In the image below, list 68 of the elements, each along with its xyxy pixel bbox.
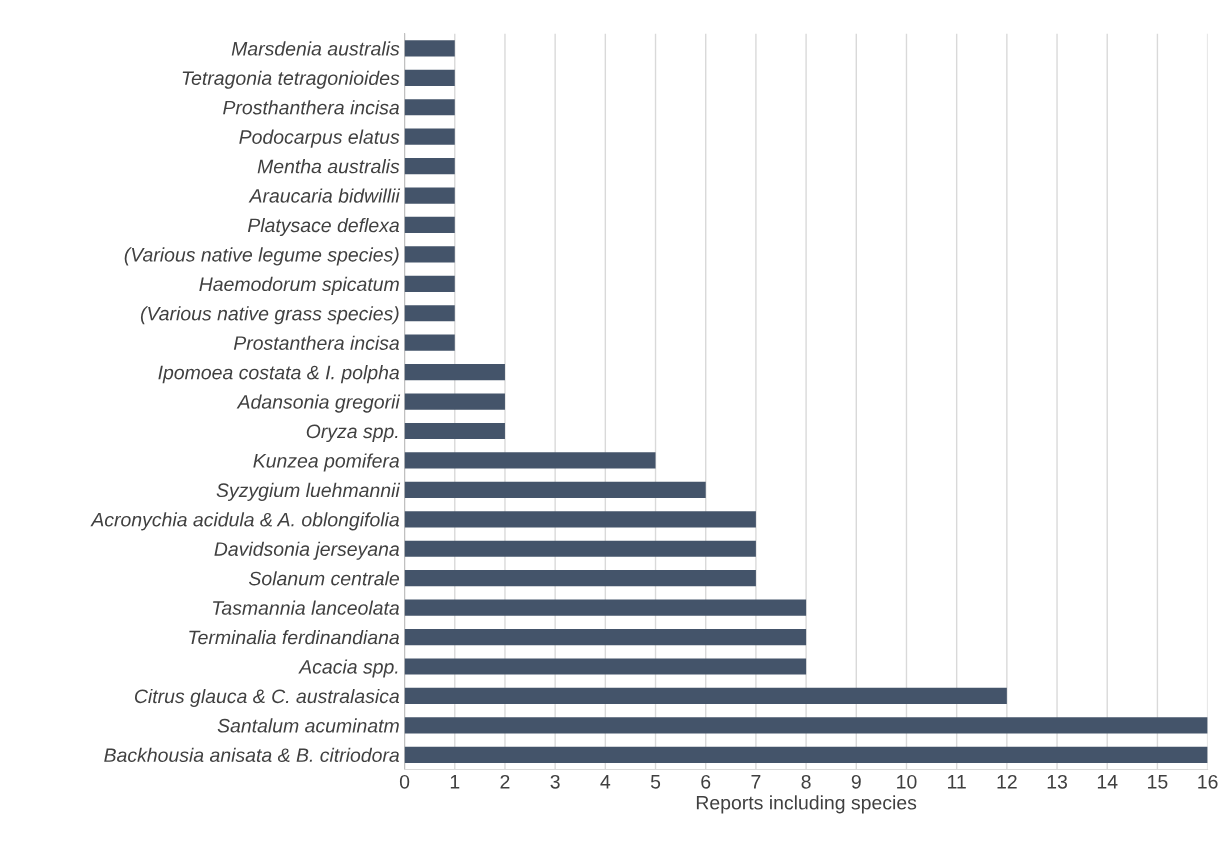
x-tick-label: 4	[600, 775, 611, 789]
x-tick-label: 9	[851, 774, 861, 789]
x-tick-label: 7	[751, 775, 761, 789]
x-tick-label: 12	[997, 774, 1017, 789]
bar	[404, 364, 505, 381]
bar	[404, 687, 1007, 705]
x-tick-label: 16	[1198, 774, 1218, 789]
x-tick-label: 11	[948, 775, 966, 789]
bar	[404, 746, 1208, 763]
bar	[404, 393, 505, 410]
bar	[404, 216, 455, 234]
y-tick-label: Kunzea pomifera	[253, 453, 400, 472]
bar	[404, 69, 455, 86]
bar	[404, 40, 455, 57]
y-tick-label: Podocarpus elatus	[239, 129, 400, 148]
bar	[404, 99, 455, 116]
y-tick-label: Platysace deflexa	[247, 217, 400, 237]
y-tick-label: Acacia spp.	[298, 659, 398, 678]
y-tick-label: Tasmannia lanceolata	[213, 600, 400, 615]
x-tick-label: 6	[701, 774, 711, 789]
y-tick-label: Terminalia ferdinandiana	[189, 630, 400, 645]
y-tick-label: Backhousia anisata & B. citriodora	[104, 747, 400, 763]
y-tick-label: Prostanthera incisa	[233, 335, 400, 350]
y-tick-label: Mentha australis	[257, 159, 400, 174]
bar	[404, 540, 756, 557]
y-tick-label: Solanum centrale	[248, 571, 400, 586]
x-tick-label: 3	[550, 774, 560, 789]
x-tick-label: 2	[500, 774, 510, 789]
y-tick-label: Tetragonia tetragonioides	[182, 70, 400, 89]
y-tick-label: Haemodorum spicatum	[199, 276, 399, 295]
y-tick-label: Syzygium luehmannii	[216, 482, 401, 501]
bar	[404, 599, 807, 616]
bar	[404, 275, 455, 292]
bar	[404, 158, 455, 175]
bar	[404, 452, 656, 469]
y-tick-label: Araucaria bidwillii	[248, 188, 401, 203]
bar	[404, 422, 505, 440]
y-tick-label: (Various native legume species)	[124, 247, 399, 266]
y-tick-label: Davidsonia jerseyana	[214, 541, 400, 560]
y-tick-label: Oryza spp.	[306, 424, 398, 443]
x-tick-label: 13	[1047, 774, 1067, 789]
y-tick-label: Adansonia gregorii	[236, 394, 401, 413]
y-tick-label: (Various native grass species)	[140, 306, 399, 325]
x-tick-label: 15	[1148, 775, 1168, 789]
x-tick-label: 5	[650, 775, 661, 789]
y-tick-label: Santalum acuminatm	[217, 718, 399, 733]
bar	[404, 128, 455, 145]
x-tick-label: 1	[450, 775, 460, 789]
bar	[404, 481, 706, 498]
y-tick-label: Ipomoea costata & I. polpha	[158, 365, 400, 384]
bar	[404, 717, 1208, 734]
bar	[404, 246, 455, 263]
bar	[404, 658, 807, 675]
bar	[404, 628, 807, 646]
x-tick-label: 14	[1097, 775, 1118, 789]
bar	[404, 570, 756, 587]
y-tick-label: Citrus glauca & C. australasica	[134, 688, 400, 708]
x-tick-label: 8	[801, 774, 811, 789]
y-tick-label: Prosthanthera incisa	[223, 100, 400, 115]
x-tick-label: 10	[897, 774, 917, 789]
y-tick-label: Marsdenia australis	[231, 41, 400, 56]
bar	[404, 511, 756, 528]
bar	[404, 305, 455, 322]
bar	[404, 187, 455, 204]
y-tick-label: Acronychia acidula & A. oblongifolia	[90, 512, 400, 531]
x-axis-title: Reports including species	[696, 795, 917, 814]
bar	[404, 334, 455, 351]
x-tick-label: 0	[399, 774, 410, 789]
